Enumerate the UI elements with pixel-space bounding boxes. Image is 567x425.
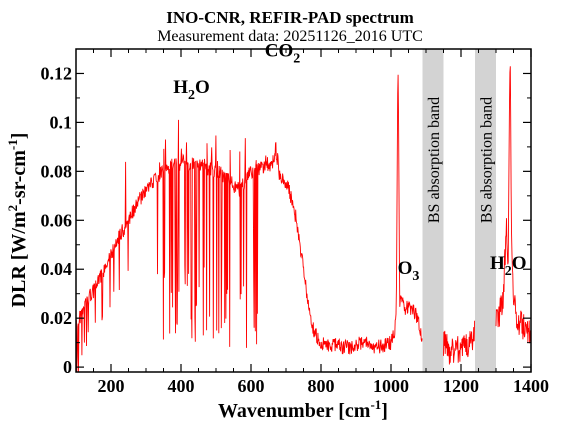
x-tick-label: 200 bbox=[98, 376, 125, 396]
annotation-sub: 3 bbox=[412, 269, 419, 284]
chart-title: INO-CNR, REFIR-PAD spectrum bbox=[166, 8, 414, 27]
x-axis-label-sup: -1 bbox=[370, 397, 381, 412]
absorption-bands: BS absorption band BS absorption band bbox=[422, 49, 496, 372]
x-axis-label-main: Wavenumber [cm bbox=[218, 400, 371, 422]
x-tick-label: 800 bbox=[308, 376, 335, 396]
y-tick-label: 0.04 bbox=[41, 259, 73, 279]
y-axis-label-sup2: -1 bbox=[5, 139, 20, 150]
annotation-h2o-left: H2O bbox=[173, 77, 210, 103]
annotation-sub: 2 bbox=[188, 88, 195, 103]
plot-frame bbox=[75, 48, 532, 373]
annotation-main: H bbox=[173, 77, 188, 98]
axis-ticks: 200 400 600 800 1000 1200 1400 0 0.02 0.04 0.06 0.0… bbox=[41, 49, 549, 396]
annotation-tail: O bbox=[512, 253, 527, 274]
annotation-co2: CO2 bbox=[265, 40, 301, 66]
y-axis-label-part1: DLR [W/m bbox=[8, 211, 30, 307]
y-tick-label: 0.02 bbox=[41, 308, 73, 328]
x-tick-label: 400 bbox=[168, 376, 195, 396]
absorption-band-label-1: BS absorption band bbox=[479, 97, 496, 223]
x-axis-label-close: ] bbox=[381, 400, 388, 422]
annotation-sub: 2 bbox=[505, 264, 512, 279]
spectrum-line bbox=[75, 66, 532, 373]
y-tick-label: 0.08 bbox=[41, 161, 73, 181]
x-tick-label: 1400 bbox=[513, 376, 549, 396]
x-tick-label: 600 bbox=[238, 376, 265, 396]
spectrum-line-group bbox=[75, 66, 532, 373]
y-tick-label: 0 bbox=[63, 357, 72, 377]
annotation-tail: O bbox=[195, 77, 210, 98]
annotation-h2o-right: H2O bbox=[490, 253, 527, 279]
x-tick-label: 1200 bbox=[443, 376, 479, 396]
y-axis-label-part2: -sr-cm bbox=[8, 150, 30, 205]
y-tick-label: 0.06 bbox=[41, 210, 73, 230]
y-axis-label-sup1: 2 bbox=[5, 205, 20, 212]
y-tick-label: 0.1 bbox=[50, 112, 73, 132]
y-axis-label-close: ] bbox=[8, 133, 30, 140]
absorption-band-0 bbox=[422, 49, 444, 372]
absorption-band-label-0: BS absorption band bbox=[426, 97, 443, 223]
x-tick-label: 1000 bbox=[373, 376, 409, 396]
x-axis-label: Wavenumber [cm-1] bbox=[218, 397, 388, 422]
y-tick-label: 0.12 bbox=[41, 63, 73, 83]
chart-subtitle: Measurement data: 20251126_2016 UTC bbox=[157, 28, 423, 45]
absorption-band-1 bbox=[475, 49, 496, 372]
annotation-main: O bbox=[398, 258, 413, 279]
annotation-main: H bbox=[490, 253, 505, 274]
annotation-main: CO bbox=[265, 40, 294, 61]
y-axis-label: DLR [W/m2-sr-cm-1] bbox=[5, 133, 30, 308]
annotation-o3: O3 bbox=[398, 258, 420, 284]
annotation-sub: 2 bbox=[293, 51, 300, 66]
